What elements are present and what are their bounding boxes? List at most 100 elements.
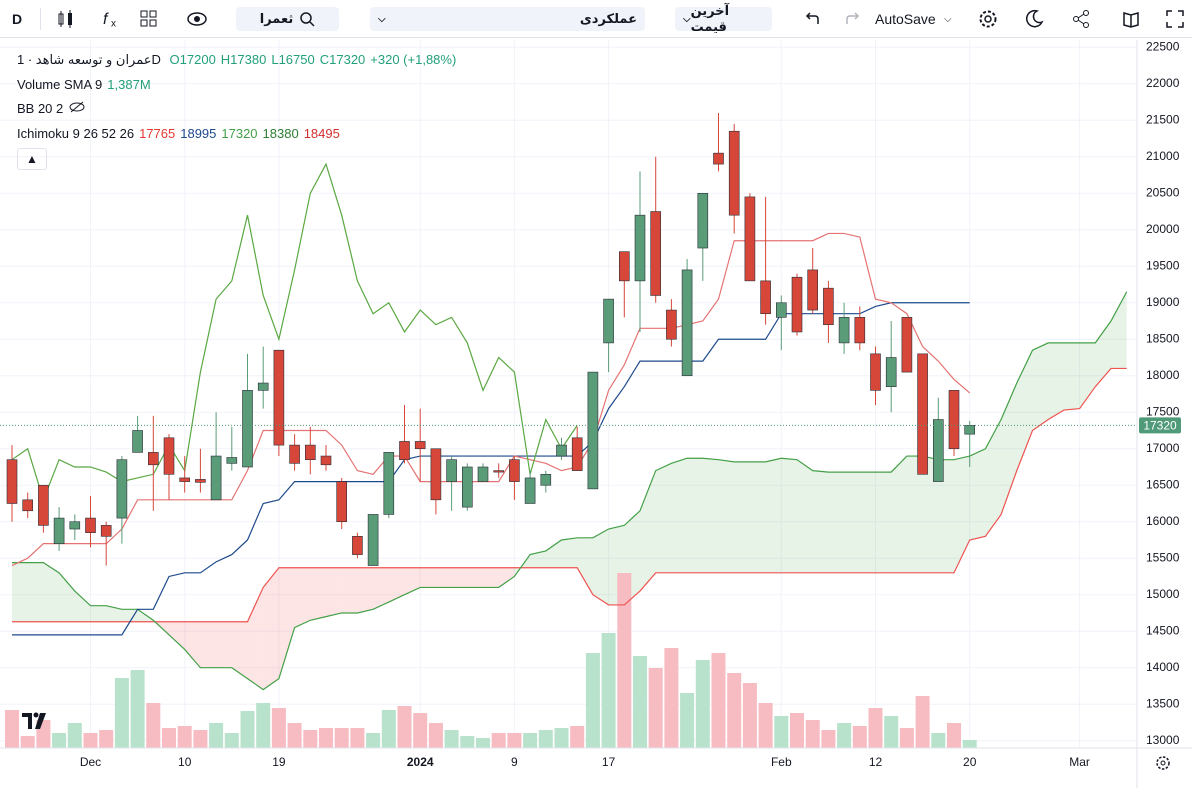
collapse-button[interactable]: ▲: [17, 148, 47, 170]
volume-bar: [193, 730, 208, 748]
cloud: [326, 567, 342, 617]
x-tick-label: 19: [272, 755, 286, 769]
price-type-dropdown[interactable]: ⌵ آخرین قیمت: [675, 3, 772, 34]
volume-bar: [271, 708, 286, 748]
volume-bar: [146, 703, 161, 748]
cloud: [216, 621, 232, 668]
chevron: ⌵: [683, 13, 691, 25]
undo-icon[interactable]: [803, 9, 823, 29]
snapshot-icon[interactable]: [1121, 9, 1141, 29]
x-tick-label: Mar: [1069, 755, 1090, 769]
volume-bar: [491, 733, 506, 748]
candle-body: [477, 466, 489, 482]
legend: عمران و توسعه شاهد · 1D O17200 H17380 L167…: [17, 48, 466, 170]
candle-body: [650, 211, 662, 296]
eye-icon[interactable]: [186, 9, 208, 29]
y-tick-label: 18000: [1146, 368, 1180, 382]
cloud: [27, 562, 44, 622]
cloud: [859, 472, 876, 573]
volume-bar: [83, 733, 98, 748]
cloud: [640, 470, 656, 592]
cloud: [577, 537, 593, 595]
volume-bar: [224, 733, 239, 748]
cloud: [435, 567, 452, 588]
candle-body: [461, 466, 473, 508]
layout-icon[interactable]: [139, 9, 159, 29]
candle-body: [352, 536, 363, 555]
volume-bar: [617, 573, 632, 748]
redo-icon[interactable]: [842, 9, 862, 29]
volume-bar: [319, 728, 333, 748]
candle-body: [242, 390, 253, 468]
x-tick-label: 10: [178, 755, 192, 769]
candle-body: [336, 481, 348, 523]
candle-body: [571, 437, 583, 471]
cloud: [749, 461, 766, 573]
volume-bar: [868, 708, 883, 748]
cloud: [74, 591, 91, 622]
candle-body: [273, 349, 285, 446]
y-tick-label: 16000: [1146, 514, 1180, 528]
indicator-value: 18495: [303, 125, 340, 141]
candle-body: [367, 514, 379, 566]
candles-icon[interactable]: [56, 9, 76, 29]
candle-body: [870, 353, 881, 391]
cloud: [1063, 342, 1080, 411]
cloud: [938, 459, 954, 573]
candle-body: [540, 473, 552, 486]
settings-icon[interactable]: [977, 8, 999, 30]
candle-body: [430, 448, 442, 501]
ohlc: O17200 H17380 L16750 C17320 +320 (+1,88%): [170, 52, 462, 67]
volume-bar: [52, 733, 67, 748]
symbol-search[interactable]: ثعمرا: [236, 7, 339, 31]
indicator-name: Volume SMA 9: [17, 76, 103, 92]
autosave-button[interactable]: AutoSave: [875, 11, 936, 27]
cloud: [954, 456, 970, 573]
symbol-text: ثعمرا: [259, 11, 294, 26]
candle-body: [100, 525, 112, 537]
indicator-dropdown[interactable]: ⌵ عملکردی: [370, 7, 645, 31]
fullscreen-icon[interactable]: [1165, 9, 1185, 29]
cloud: [498, 567, 515, 588]
candle-body: [728, 130, 740, 216]
interval-button[interactable]: D: [12, 11, 23, 27]
conversion-line: [11, 232, 971, 567]
x-tick-label: 17: [602, 755, 616, 769]
indicator-value: 17320: [221, 125, 258, 141]
volume-bar: [256, 703, 271, 748]
share-icon[interactable]: [1071, 9, 1091, 29]
volume-bar: [727, 673, 742, 748]
volume-bar: [413, 713, 428, 748]
theme-icon[interactable]: [1024, 9, 1044, 29]
candle-body: [179, 477, 190, 482]
indicator-value: 18380: [262, 125, 299, 141]
volume-bar: [742, 683, 757, 748]
candle-body: [399, 441, 410, 460]
x-tick-label: 12: [869, 755, 883, 769]
candle-body: [22, 499, 34, 512]
volume-bar: [476, 738, 490, 748]
cloud: [671, 458, 688, 573]
ohlc-value: O17200: [169, 52, 216, 67]
y-tick-label: 14000: [1146, 660, 1180, 674]
axis-settings-icon[interactable]: [1153, 753, 1173, 773]
cloud: [875, 472, 892, 573]
candle-body: [85, 517, 96, 533]
candle-body: [414, 441, 426, 450]
indicator-legend: BB 20 2: [17, 97, 466, 122]
y-tick-label: 17000: [1146, 441, 1180, 455]
hidden-icon[interactable]: [68, 101, 86, 113]
cloud: [404, 567, 421, 595]
candle-body: [493, 470, 505, 473]
candle-body: [383, 452, 395, 515]
last-price-box: [1139, 417, 1181, 434]
candle-body: [744, 196, 756, 282]
candle-body: [964, 425, 976, 435]
cloud: [545, 539, 562, 568]
volume-bar: [20, 736, 35, 748]
candle-body: [69, 521, 81, 530]
candle-body: [304, 444, 316, 460]
candle-body: [226, 457, 238, 464]
